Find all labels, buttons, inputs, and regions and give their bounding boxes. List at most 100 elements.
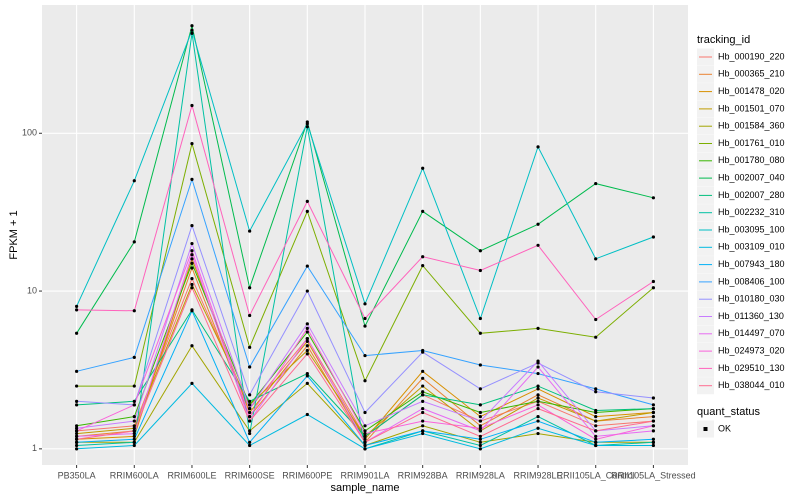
point bbox=[305, 374, 309, 378]
point bbox=[248, 403, 252, 407]
legend-label: Hb_001478_020 bbox=[718, 86, 785, 96]
point bbox=[305, 352, 309, 356]
point bbox=[421, 406, 425, 411]
point bbox=[478, 434, 482, 438]
point bbox=[421, 384, 425, 388]
point bbox=[75, 384, 79, 388]
point bbox=[190, 381, 194, 385]
point bbox=[248, 410, 252, 415]
legend-label: Hb_024973_020 bbox=[718, 345, 785, 355]
point bbox=[478, 424, 482, 428]
point bbox=[478, 268, 482, 273]
point bbox=[248, 443, 252, 448]
point bbox=[363, 302, 367, 306]
point bbox=[651, 396, 655, 400]
point bbox=[305, 209, 309, 213]
legend-label: Hb_002007_040 bbox=[718, 172, 785, 182]
point bbox=[305, 125, 309, 129]
point bbox=[536, 222, 540, 226]
point bbox=[594, 419, 598, 423]
point bbox=[536, 426, 540, 430]
point bbox=[248, 429, 252, 433]
point bbox=[305, 336, 309, 341]
legend-title: tracking_id bbox=[697, 34, 750, 46]
point bbox=[75, 431, 79, 436]
point bbox=[363, 424, 367, 428]
point bbox=[536, 365, 540, 369]
point bbox=[421, 166, 425, 170]
legend-label: Hb_002232_310 bbox=[718, 207, 785, 217]
point bbox=[594, 443, 598, 448]
point bbox=[363, 324, 367, 328]
point bbox=[536, 431, 540, 436]
point bbox=[132, 443, 136, 448]
point bbox=[478, 447, 482, 451]
point bbox=[594, 181, 598, 186]
point bbox=[305, 199, 309, 204]
point bbox=[248, 440, 252, 444]
x-axis-title: sample_name bbox=[330, 482, 399, 494]
point bbox=[421, 350, 425, 354]
point bbox=[190, 257, 194, 261]
point bbox=[421, 209, 425, 213]
x-tick-label: RRIM600SE bbox=[225, 470, 275, 480]
point bbox=[478, 440, 482, 444]
point bbox=[651, 424, 655, 428]
point bbox=[190, 223, 194, 228]
point bbox=[363, 437, 367, 441]
legend-label: Hb_011360_130 bbox=[718, 311, 784, 321]
point bbox=[190, 24, 194, 28]
point bbox=[536, 326, 540, 330]
point bbox=[536, 396, 540, 400]
point bbox=[594, 408, 598, 413]
point bbox=[594, 434, 598, 438]
point bbox=[248, 286, 252, 290]
point bbox=[190, 177, 194, 182]
point bbox=[132, 419, 136, 423]
point bbox=[594, 415, 598, 419]
legend-label: Hb_008406_100 bbox=[718, 276, 785, 286]
point bbox=[132, 434, 136, 438]
point bbox=[421, 376, 425, 380]
point bbox=[132, 399, 136, 403]
point bbox=[651, 410, 655, 415]
point bbox=[305, 330, 309, 334]
point bbox=[421, 431, 425, 436]
point bbox=[190, 309, 194, 313]
point bbox=[132, 403, 136, 407]
point bbox=[75, 447, 79, 451]
point bbox=[421, 399, 425, 403]
point bbox=[594, 429, 598, 433]
point bbox=[305, 264, 309, 268]
point bbox=[478, 331, 482, 335]
point bbox=[594, 440, 598, 444]
point bbox=[536, 243, 540, 247]
x-tick-label: RRIM600LA bbox=[110, 470, 159, 480]
point bbox=[305, 381, 309, 385]
point bbox=[421, 369, 425, 373]
point bbox=[248, 419, 252, 423]
point bbox=[132, 179, 136, 183]
point bbox=[651, 406, 655, 411]
point bbox=[248, 393, 252, 397]
point bbox=[248, 406, 252, 411]
point bbox=[75, 437, 79, 441]
legend-label: Hb_029510_130 bbox=[718, 363, 785, 373]
point bbox=[651, 443, 655, 448]
point bbox=[132, 431, 136, 436]
point bbox=[421, 263, 425, 268]
point bbox=[75, 440, 79, 444]
point bbox=[132, 355, 136, 359]
point bbox=[75, 369, 79, 373]
point bbox=[363, 431, 367, 436]
y-tick-label: 1 bbox=[32, 443, 37, 453]
point bbox=[594, 335, 598, 339]
legend-label: Hb_010180_030 bbox=[718, 294, 785, 304]
point bbox=[478, 387, 482, 391]
point bbox=[75, 434, 79, 438]
point bbox=[478, 316, 482, 321]
point bbox=[132, 415, 136, 419]
point bbox=[190, 282, 194, 287]
point bbox=[536, 415, 540, 419]
point bbox=[536, 406, 540, 411]
